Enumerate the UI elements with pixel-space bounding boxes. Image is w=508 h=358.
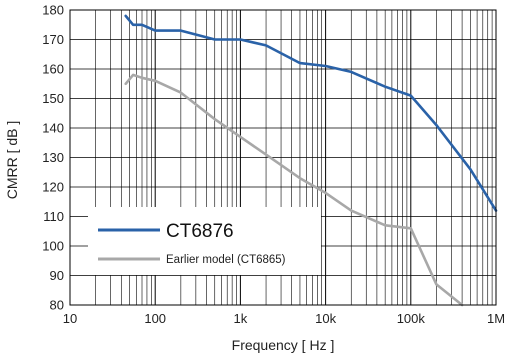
legend: CT6876 Earlier model (CT6865) <box>88 207 321 275</box>
legend-label-ct6865: Earlier model (CT6865) <box>166 254 286 266</box>
y-tick-label: 120 <box>42 180 64 195</box>
legend-label-ct6876: CT6876 <box>166 221 234 242</box>
x-tick-label: 1k <box>234 311 248 326</box>
y-tick-label: 100 <box>42 239 64 254</box>
x-tick-label: 100k <box>397 311 426 326</box>
tick-labels: 10 100 1k 10k 100k 1M 80 90 100 110 120 130 140 150 16… <box>42 3 505 327</box>
y-tick-label: 90 <box>50 268 64 283</box>
y-tick-label: 110 <box>43 209 64 224</box>
y-tick-label: 80 <box>50 298 64 313</box>
x-axis-title: Frequency [ Hz ] <box>232 337 335 353</box>
plot-frame <box>69 9 497 306</box>
y-tick-label: 140 <box>42 121 64 136</box>
y-tick-label: 170 <box>42 32 64 47</box>
legend-box <box>88 207 321 275</box>
x-tick-label: 10 <box>63 311 77 326</box>
y-tick-label: 130 <box>42 150 64 165</box>
x-tick-label: 10k <box>315 311 336 326</box>
y-tick-label: 160 <box>42 62 64 77</box>
series-line-ct6876 <box>124 14 498 212</box>
y-axis-title: CMRR [ dB ] <box>4 121 20 200</box>
x-tick-label: 1M <box>487 311 505 326</box>
y-tick-label: 180 <box>42 3 64 18</box>
y-tick-label: 150 <box>42 91 64 106</box>
x-tick-label: 100 <box>144 311 166 326</box>
series-layer <box>124 14 498 307</box>
